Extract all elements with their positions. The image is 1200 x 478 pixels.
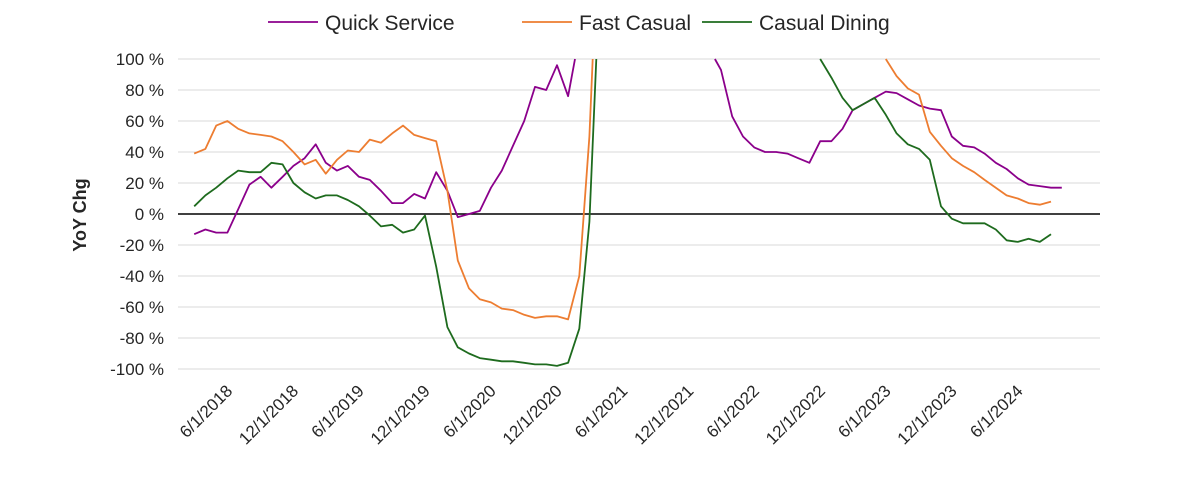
series-line-fast-casual [193,58,1052,321]
x-tick-label: 6/1/2021 [571,381,631,441]
y-axis-label: YoY Chg [70,178,90,251]
y-tick-label: 60 % [125,112,164,131]
series-lines [193,58,1062,367]
y-tick-label: -20 % [120,236,164,255]
x-tick-label: 6/1/2022 [703,381,763,441]
y-axis-ticks: 100 % 80 % 60 % 40 % 20 % 0 % -20 % -40 % -60 % -… [110,50,164,379]
x-tick-label: 12/1/2020 [499,381,566,448]
y-tick-label: -100 % [110,360,164,379]
x-tick-label: 6/1/2023 [834,381,894,441]
x-tick-label: 12/1/2019 [367,381,434,448]
y-tick-label: 0 % [135,205,164,224]
x-tick-label: 6/1/2018 [176,381,236,441]
series-line-casual-dining [193,58,1052,367]
x-axis-ticks: 6/1/2018 12/1/2018 6/1/2019 12/1/2019 6/1/20… [176,381,1027,448]
x-tick-label: 12/1/2021 [630,381,697,448]
x-tick-label: 12/1/2018 [235,381,302,448]
legend-label: Quick Service [325,12,455,35]
x-tick-label: 12/1/2023 [894,381,961,448]
y-tick-label: 100 % [116,50,164,69]
grid-lines [178,58,1100,370]
x-tick-label: 12/1/2022 [762,381,829,448]
series-line-quick-service [193,58,1062,236]
legend-label: Fast Casual [579,12,691,35]
y-tick-label: 40 % [125,143,164,162]
chart-legend: Quick Service Fast Casual Casual Dining [268,12,890,35]
x-tick-label: 6/1/2024 [966,381,1026,441]
y-tick-label: -80 % [120,329,164,348]
legend-label: Casual Dining [759,12,890,35]
y-tick-label: 80 % [125,81,164,100]
y-tick-label: -60 % [120,298,164,317]
y-tick-label: -40 % [120,267,164,286]
x-tick-label: 6/1/2019 [308,381,368,441]
x-tick-label: 6/1/2020 [440,381,500,441]
y-tick-label: 20 % [125,174,164,193]
